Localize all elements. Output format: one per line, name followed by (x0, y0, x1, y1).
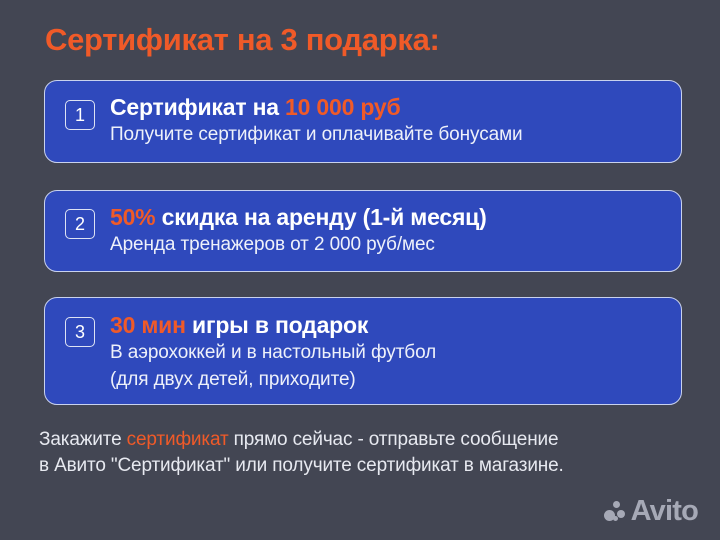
offer-card-2: 2 50% скидка на аренду (1-й месяц) Аренд… (44, 190, 682, 272)
offer-subtitle-line-1: Аренда тренажеров от 2 000 руб/мес (110, 234, 435, 255)
footer-line-1: Закажите сертификат прямо сейчас - отпра… (39, 427, 699, 453)
offer-headline-prefix: Сертификат на (110, 94, 286, 120)
offer-headline: 50% скидка на аренду (1-й месяц) (110, 203, 487, 231)
offer-headline-highlight: 50% (110, 204, 156, 230)
footer-line-2: в Авито "Сертификат" или получите сертиф… (39, 455, 564, 476)
offer-number-badge: 1 (65, 100, 95, 130)
offer-subtitle-line-1: Получите сертификат и оплачивайте бонуса… (110, 124, 523, 145)
offer-text-block: 30 мин игры в подарок В аэрохоккей и в н… (110, 298, 436, 393)
avito-wordmark: Avito (630, 495, 699, 527)
footer-line-1-suffix: прямо сейчас - отправьте сообщение (228, 429, 559, 450)
offer-text-block: 50% скидка на аренду (1-й месяц) Аренда … (110, 191, 487, 258)
offer-card-3: 3 30 мин игры в подарок В аэрохоккей и в… (44, 297, 682, 405)
offer-subtitle-line-2: (для двух детей, приходите) (110, 369, 356, 390)
offer-headline-suffix: игры в подарок (185, 312, 369, 338)
offer-subtitle-line-1: В аэрохоккей и в настольный футбол (110, 342, 437, 363)
offer-text-block: Сертификат на 10 000 руб Получите сертиф… (110, 81, 523, 148)
footer-line-1-highlight: сертификат (126, 429, 229, 450)
avito-logo: Avito (603, 495, 699, 527)
footer-line-1-prefix: Закажите (39, 429, 127, 450)
offer-headline-highlight: 30 мин (110, 312, 186, 338)
offer-number-badge: 3 (65, 317, 95, 347)
offer-headline-highlight: 10 000 руб (285, 94, 401, 120)
page-title: Сертификат на 3 подарка: (45, 22, 440, 57)
offer-headline: Сертификат на 10 000 руб (110, 93, 523, 121)
offer-card-1: 1 Сертификат на 10 000 руб Получите серт… (44, 80, 682, 163)
footer-call-to-action: Закажите сертификат прямо сейчас - отпра… (39, 427, 699, 479)
offer-headline: 30 мин игры в подарок (110, 311, 436, 339)
avito-dots-icon (603, 500, 626, 523)
offer-headline-suffix: скидка на аренду (1-й месяц) (155, 204, 487, 230)
offer-number-badge: 2 (65, 209, 95, 239)
